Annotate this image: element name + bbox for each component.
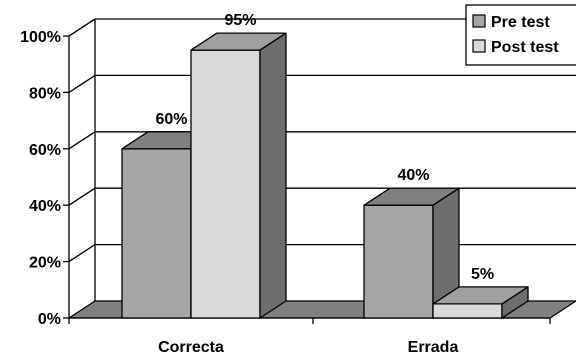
bar-front-0-1 — [363, 204, 434, 319]
y-tick-label: 100% — [20, 29, 61, 46]
gridline-diag — [68, 131, 96, 150]
bar-top-1-1 — [432, 286, 529, 305]
gridline-diag — [68, 187, 96, 206]
data-label: 40% — [397, 167, 429, 184]
legend-swatch — [472, 39, 486, 53]
y-tick-label: 20% — [29, 255, 61, 272]
y-tick-label: 0% — [38, 311, 61, 328]
bar-front-1-0 — [190, 49, 261, 319]
bar-top-0-1 — [363, 187, 460, 206]
x-category-label: Correcta — [158, 339, 224, 356]
legend-swatch — [472, 14, 486, 28]
y-tick-label: 40% — [29, 198, 61, 215]
gridline-diag — [68, 18, 96, 37]
gridline-diag — [68, 74, 96, 93]
legend-label: Pre test — [491, 14, 550, 31]
bar-side-1-0 — [259, 32, 287, 319]
data-label: 95% — [224, 12, 256, 29]
bar-front-0-0 — [121, 148, 192, 319]
bar-top-1-0 — [190, 32, 287, 51]
gridline-diag — [68, 244, 96, 263]
bar-front-1-1 — [432, 303, 503, 319]
legend-label: Post test — [491, 39, 559, 56]
data-label: 5% — [471, 266, 494, 283]
y-tick-label: 80% — [29, 85, 61, 102]
data-label: 60% — [155, 111, 187, 128]
y-tick-label: 60% — [29, 142, 61, 159]
x-category-label: Errada — [408, 339, 459, 356]
